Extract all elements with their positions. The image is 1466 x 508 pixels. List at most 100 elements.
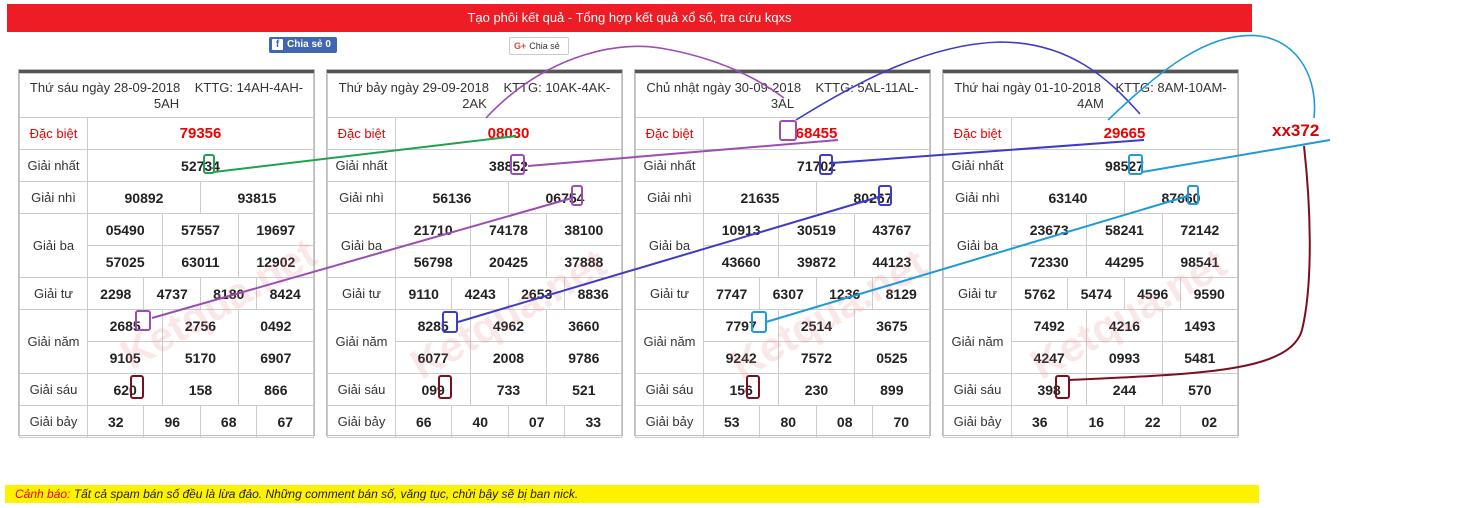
prize-label-g7: Giải bảy	[635, 405, 704, 438]
result-number: 5170	[162, 341, 239, 374]
result-number: 6907	[237, 341, 315, 374]
result-number: 9786	[545, 341, 623, 374]
result-number: 16	[1067, 405, 1125, 438]
prize-label-db: Đặc biệt	[943, 117, 1012, 150]
result-number: 7747	[702, 277, 761, 310]
result-number: 12902	[237, 245, 315, 278]
result-table: Chủ nhật ngày 30-09-2018 KTTG: 5AL-11AL-…	[635, 73, 931, 438]
marker-blue-curve	[795, 41, 1141, 121]
result-number: 7572	[778, 341, 855, 374]
result-number: 67	[256, 405, 314, 438]
result-number: 19697	[237, 213, 315, 246]
result-number: 9105	[86, 341, 164, 374]
prize-label-g4: Giải tư	[635, 277, 704, 310]
result-number: 08	[815, 405, 874, 438]
prize-label-g6: Giải sáu	[19, 373, 88, 406]
result-number: 866	[237, 373, 315, 406]
marker-purple-line	[151, 197, 573, 319]
result-number: 9110	[394, 277, 453, 310]
result-number: 6077	[394, 341, 472, 374]
page-header: Tạo phôi kết quả - Tổng hợp kết quả xổ s…	[7, 4, 1252, 32]
panel-top-bar	[327, 70, 622, 73]
result-number: 36	[1010, 405, 1069, 438]
result-number: 521	[545, 373, 623, 406]
prize-label-g1: Giải nhất	[635, 149, 704, 182]
result-number: 0492	[237, 309, 315, 342]
draw-date: Thứ hai ngày 01-10-2018	[954, 79, 1102, 95]
prize-label-g2: Giải nhì	[635, 181, 704, 214]
annotation-label: xx372	[1272, 121, 1320, 140]
marker-darkred-box	[130, 375, 144, 399]
prize-label-g4: Giải tư	[943, 277, 1012, 310]
marker-purple-box	[779, 120, 797, 141]
google-plus-icon: G+	[514, 41, 527, 51]
facebook-icon: f	[272, 39, 283, 50]
result-number: 899	[853, 373, 931, 406]
result-number: 156	[702, 373, 780, 406]
special-prize-number: 29665	[1011, 117, 1238, 150]
result-number: 93815	[199, 181, 315, 214]
result-number: 570	[1161, 373, 1239, 406]
marker-lightblue-line	[1141, 139, 1331, 173]
result-number: 57557	[162, 213, 239, 246]
panel-top-bar	[943, 70, 1238, 73]
result-number: 398	[1010, 373, 1088, 406]
result-number: 0525	[853, 341, 931, 374]
prize-label-g1: Giải nhất	[327, 149, 396, 182]
result-number: 53	[702, 405, 761, 438]
result-number: 68	[199, 405, 258, 438]
panel-header: Thứ hai ngày 01-10-2018 KTTG: 8AM-10AM-4…	[943, 73, 1238, 118]
draw-kttg: KTTG: 10AK-4AK-2AK	[462, 79, 611, 111]
prize-label-g3: Giải ba	[327, 213, 396, 278]
result-number: 38100	[545, 213, 623, 246]
result-number: 39872	[778, 245, 855, 278]
result-number: 80	[759, 405, 817, 438]
marker-lightblue-box	[751, 311, 767, 333]
marker-blue-box	[819, 154, 833, 175]
prize-label-g7: Giải bảy	[327, 405, 396, 438]
result-number: 43660	[702, 245, 780, 278]
result-number: 40	[451, 405, 509, 438]
result-panel: Chủ nhật ngày 30-09-2018 KTTG: 5AL-11AL-…	[634, 69, 931, 438]
result-number: 0993	[1086, 341, 1163, 374]
result-number: 4216	[1086, 309, 1163, 342]
draw-kttg: KTTG: 14AH-4AH-5AH	[153, 79, 304, 111]
prize-label-g3: Giải ba	[635, 213, 704, 278]
result-number: 72330	[1010, 245, 1088, 278]
result-number: 80267	[815, 181, 931, 214]
prize-label-db: Đặc biệt	[19, 117, 88, 150]
warning-label: Cảnh báo:	[15, 487, 71, 501]
first-prize-number: 38852	[395, 149, 622, 182]
google-share-button[interactable]: G+ Chia sẻ	[509, 37, 569, 55]
marker-lightblue-line	[765, 195, 1189, 323]
prize-label-g6: Giải sáu	[327, 373, 396, 406]
marker-lightblue-box	[1187, 185, 1199, 205]
marker-purple-line	[527, 139, 839, 167]
result-number: 158	[162, 373, 239, 406]
result-number: 37888	[545, 245, 623, 278]
marker-darkred-box	[1055, 375, 1070, 399]
warning-text: Tất cả spam bán số đều là lừa đảo. Những…	[73, 487, 579, 501]
draw-date: Thứ bảy ngày 29-09-2018	[338, 79, 489, 95]
marker-lightblue-box	[1128, 154, 1143, 175]
result-number: 21635	[703, 181, 817, 214]
marker-purple-box	[571, 185, 583, 206]
marker-blue-box	[878, 185, 892, 206]
result-number: 63140	[1011, 181, 1125, 214]
marker-green-box	[203, 154, 215, 174]
draw-kttg: KTTG: 8AM-10AM-4AM	[1077, 79, 1227, 111]
result-number: 74178	[470, 213, 547, 246]
facebook-share-button[interactable]: f Chia sẻ 0	[269, 37, 337, 53]
first-prize-number: 71702	[703, 149, 930, 182]
special-prize-number: 79356	[87, 117, 314, 150]
marker-darkred-box	[746, 375, 760, 399]
result-number: 06754	[507, 181, 623, 214]
marker-purple-box	[510, 154, 525, 175]
result-number: 4737	[143, 277, 201, 310]
draw-date: Thứ sáu ngày 28-09-2018	[29, 79, 181, 95]
prize-label-g5: Giải năm	[327, 309, 396, 374]
result-number: 70	[872, 405, 930, 438]
prize-label-g2: Giải nhì	[19, 181, 88, 214]
result-number: 20425	[470, 245, 547, 278]
result-number: 05490	[86, 213, 164, 246]
